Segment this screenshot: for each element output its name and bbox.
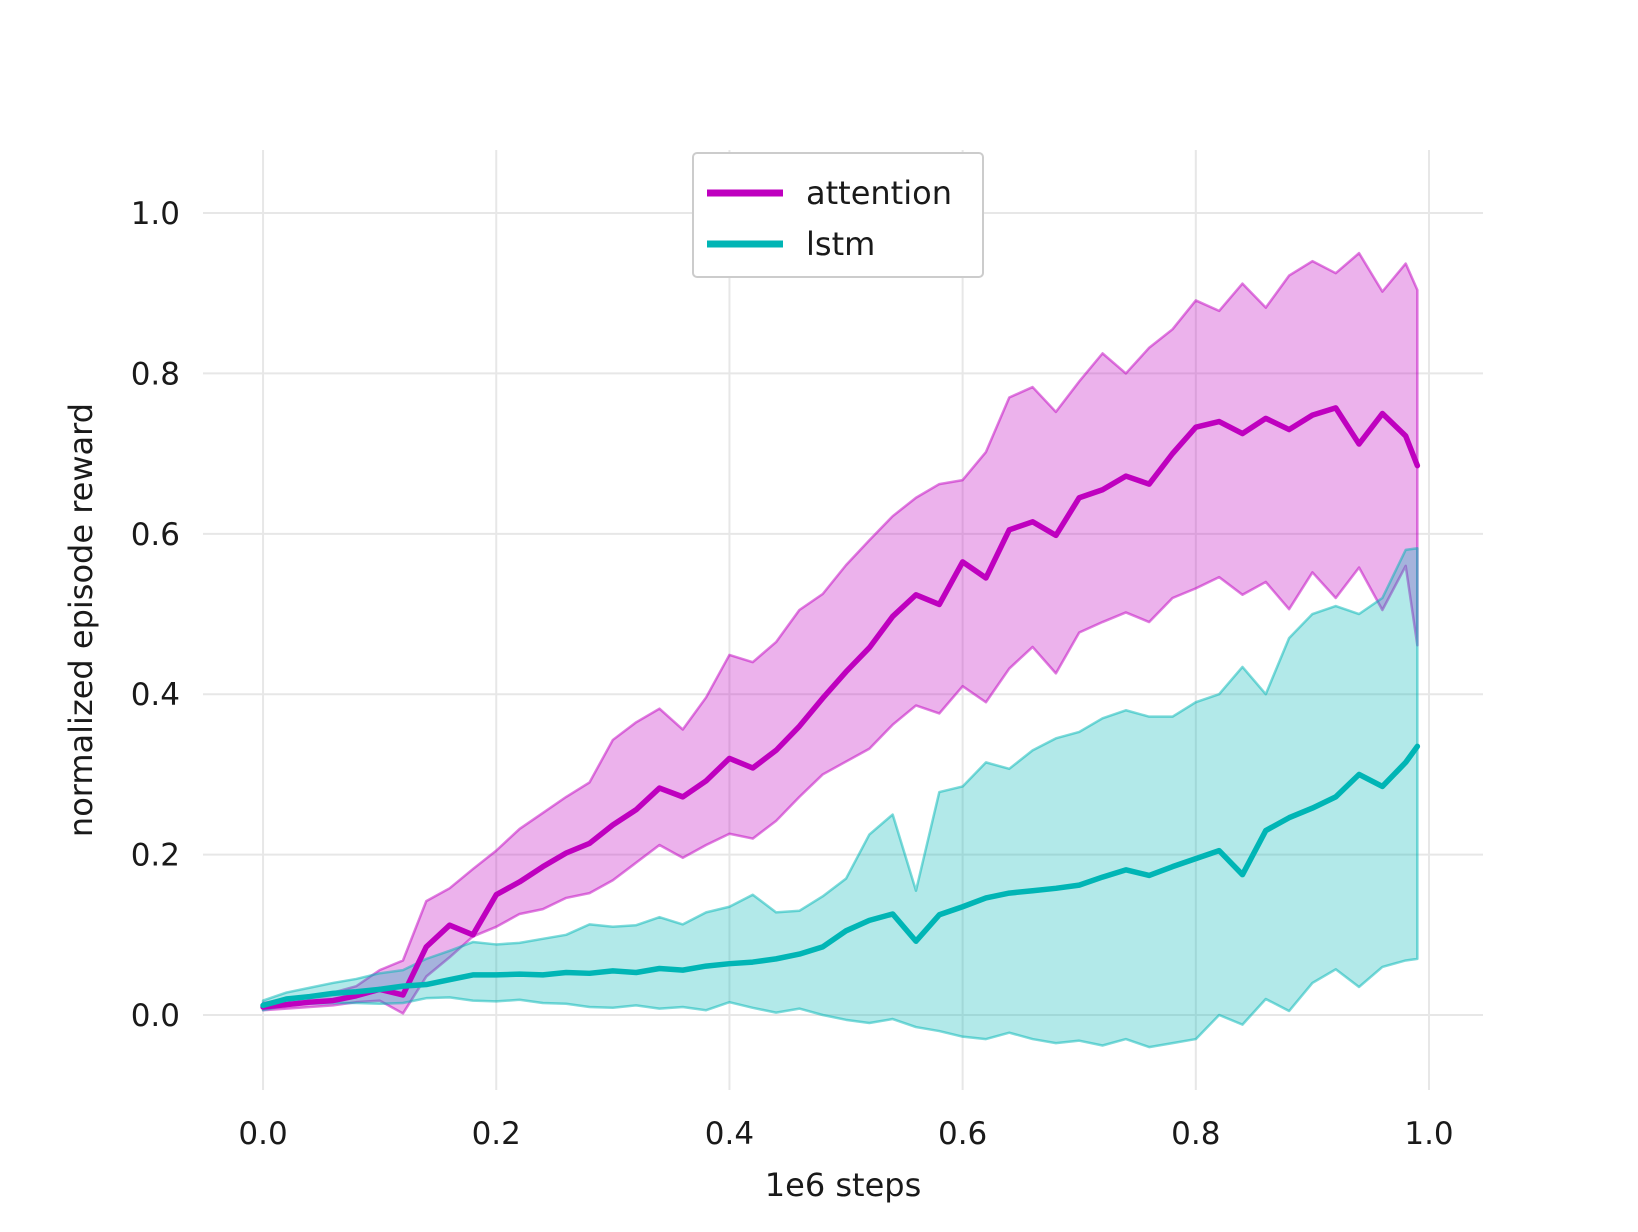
y-tick-label: 1.0 (131, 196, 180, 232)
lstm-confidence-band (261, 547, 1419, 1049)
confidence-bands (261, 251, 1419, 1049)
y-tick-label: 0.6 (131, 517, 180, 553)
y-tick-labels: 0.0 0.2 0.4 0.6 0.8 1.0 (131, 196, 180, 1034)
x-axis-label: 1e6 steps (765, 1166, 921, 1204)
legend: attention lstm (692, 152, 984, 278)
lstm-line (260, 743, 1421, 1009)
x-tick-label: 0.8 (1171, 1116, 1220, 1152)
gridlines (203, 150, 1483, 1090)
y-tick-label: 0.2 (131, 838, 180, 874)
legend-label-attention: attention (806, 174, 952, 212)
x-tick-labels: 0.0 0.2 0.4 0.6 0.8 1.0 (238, 1116, 1453, 1152)
y-tick-label: 0.0 (131, 998, 180, 1034)
y-tick-label: 0.8 (131, 356, 180, 392)
x-tick-label: 0.6 (938, 1116, 987, 1152)
x-tick-label: 0.0 (238, 1116, 287, 1152)
attention-line (260, 405, 1421, 1010)
y-axis-label: normalized episode reward (62, 403, 100, 837)
series-lines (260, 405, 1421, 1010)
x-tick-label: 1.0 (1404, 1116, 1453, 1152)
x-tick-label: 0.2 (472, 1116, 521, 1152)
x-tick-label: 0.4 (705, 1116, 754, 1152)
legend-label-lstm: lstm (806, 225, 875, 263)
y-tick-label: 0.4 (131, 677, 180, 713)
